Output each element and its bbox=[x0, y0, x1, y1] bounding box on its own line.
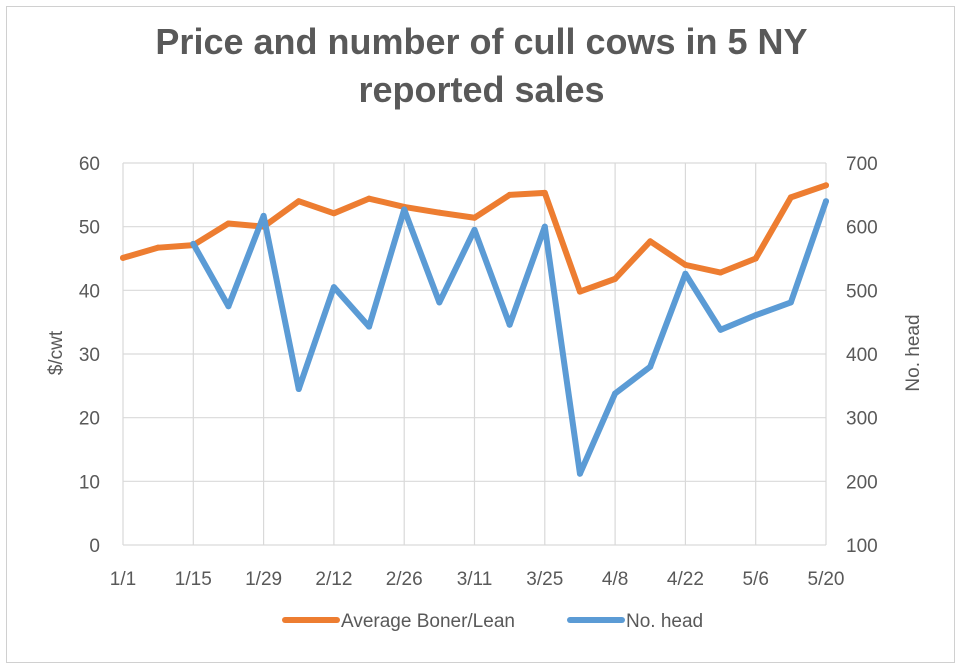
y-tick-label: 0 bbox=[89, 536, 100, 557]
y2-tick-label: 400 bbox=[846, 345, 878, 366]
data-point bbox=[260, 212, 267, 219]
x-tick-label: 1/15 bbox=[175, 569, 212, 590]
x-tick-label: 2/12 bbox=[315, 569, 352, 590]
y-tick-label: 20 bbox=[79, 409, 100, 430]
data-point bbox=[647, 238, 654, 245]
x-tick-label: 4/8 bbox=[602, 569, 628, 590]
data-point bbox=[366, 323, 373, 330]
data-point bbox=[752, 255, 759, 262]
data-point bbox=[612, 390, 619, 397]
data-point bbox=[120, 254, 126, 261]
data-point bbox=[647, 363, 654, 370]
data-point bbox=[330, 284, 337, 291]
data-point bbox=[823, 182, 829, 189]
data-point bbox=[541, 189, 548, 196]
y2-tick-label: 600 bbox=[846, 218, 878, 239]
x-tick-label: 2/26 bbox=[386, 569, 423, 590]
x-tick-label: 5/20 bbox=[808, 569, 845, 590]
x-axis-ticks: 1/1 1/15 1/29 2/12 2/26 3/11 3/25 4/8 4/22 5/6 5/2… bbox=[110, 569, 845, 590]
data-point bbox=[295, 386, 302, 393]
data-point bbox=[717, 269, 724, 276]
chart-frame bbox=[6, 6, 955, 663]
data-point bbox=[576, 288, 583, 295]
data-point bbox=[225, 303, 232, 310]
y-tick-label: 60 bbox=[79, 154, 100, 175]
data-point bbox=[330, 210, 337, 217]
data-point bbox=[436, 209, 443, 216]
data-point bbox=[366, 195, 373, 202]
data-point bbox=[506, 321, 513, 328]
data-point bbox=[682, 270, 689, 277]
data-point bbox=[823, 198, 829, 205]
y2-tick-label: 200 bbox=[846, 472, 878, 493]
right-axis-ticks: 100 200 300 400 500 600 700 bbox=[846, 154, 878, 557]
data-point bbox=[471, 214, 478, 221]
series-lines bbox=[120, 182, 829, 477]
x-tick-label: 5/6 bbox=[742, 569, 768, 590]
data-point bbox=[155, 244, 162, 251]
y2-tick-label: 700 bbox=[846, 154, 878, 175]
legend-label: Average Boner/Lean bbox=[341, 611, 515, 632]
series-line-1 bbox=[190, 198, 829, 477]
x-tick-label: 1/29 bbox=[245, 569, 282, 590]
data-point bbox=[787, 194, 794, 201]
legend: Average Boner/Lean No. head bbox=[282, 611, 703, 632]
y2-tick-label: 100 bbox=[846, 536, 878, 557]
data-point bbox=[295, 198, 302, 205]
data-point bbox=[612, 275, 619, 282]
x-tick-label: 3/25 bbox=[526, 569, 563, 590]
left-axis-title: $/cwt bbox=[46, 330, 67, 375]
y-tick-label: 50 bbox=[79, 218, 100, 239]
y-tick-label: 10 bbox=[79, 472, 100, 493]
data-point bbox=[190, 240, 197, 247]
x-tick-label: 4/22 bbox=[667, 569, 704, 590]
data-point bbox=[576, 470, 583, 477]
data-point bbox=[717, 326, 724, 333]
chart-title: Price and number of cull cows in 5 NY re… bbox=[155, 21, 808, 110]
data-point bbox=[401, 206, 408, 213]
data-point bbox=[471, 226, 478, 233]
data-point bbox=[506, 191, 513, 198]
legend-label: No. head bbox=[626, 611, 703, 632]
data-point bbox=[541, 223, 548, 230]
data-point bbox=[225, 220, 232, 227]
data-point bbox=[787, 299, 794, 306]
x-tick-label: 1/1 bbox=[110, 569, 136, 590]
data-point bbox=[436, 299, 443, 306]
data-point bbox=[752, 312, 759, 319]
data-point bbox=[682, 261, 689, 268]
y-tick-label: 40 bbox=[79, 281, 100, 302]
left-axis-ticks: 0 10 20 30 40 50 60 bbox=[79, 154, 100, 557]
y-tick-label: 30 bbox=[79, 345, 100, 366]
x-tick-label: 3/11 bbox=[457, 569, 493, 590]
y2-tick-label: 300 bbox=[846, 409, 878, 430]
right-axis-title: No. head bbox=[903, 314, 924, 391]
y2-tick-label: 500 bbox=[846, 281, 878, 302]
